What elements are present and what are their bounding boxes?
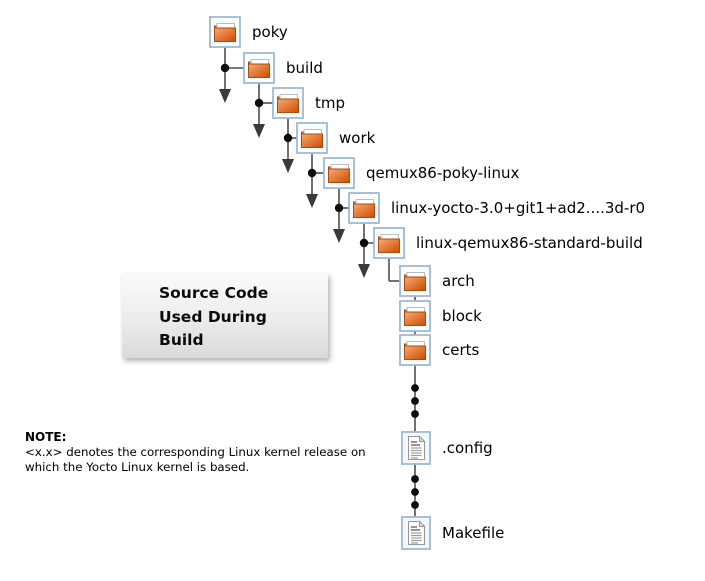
node-label: certs [442,341,480,359]
folder-icon [209,16,241,48]
folder-icon [373,227,405,259]
folder-icon [348,192,380,224]
node-label: Makefile [442,524,505,542]
tree-node-arch: arch [399,265,475,297]
folder-icon [272,87,304,119]
node-label: block [442,307,482,325]
tree-node-config: .config [401,431,493,465]
node-label: tmp [315,94,346,112]
callout-source-code: Source Code Used During Build [122,273,328,358]
tree-node-certs: certs [399,334,479,366]
node-label: linux-yocto-3.0+git1+ad2....3d-r0 [391,199,646,217]
tree-node-tmp: tmp [272,87,345,119]
note-title: NOTE: [25,430,67,444]
tree-node-qemux86-poky-linux: qemux86-poky-linux [323,157,519,189]
node-label: poky [252,23,288,41]
folder-icon [243,52,275,84]
folder-icon [323,157,355,189]
tree-node-poky: poky [209,16,288,48]
callout-text: Source Code [159,284,269,302]
node-label: linux-qemux86-standard-build [416,234,643,252]
tree-node-work: work [296,122,375,154]
file-icon [401,516,431,550]
tree-node-build: build [243,52,323,84]
folder-icon [399,265,431,297]
callout-text: Used During [159,307,267,326]
note-text: <x.x> denotes the corresponding Linux ke… [25,445,366,459]
node-label: qemux86-poky-linux [366,164,520,182]
folder-icon [296,122,328,154]
file-icon [401,431,431,465]
node-label: .config [442,439,493,457]
folder-icon [399,334,431,366]
node-label: build [286,59,323,77]
callout-text: Build [159,331,204,349]
tree-node-makefile: Makefile [401,516,504,550]
tree-node-linux-yocto-3-0-git1-ad2-3d-r0: linux-yocto-3.0+git1+ad2....3d-r0 [348,192,645,224]
tree-node-block: block [399,300,482,332]
folder-icon [399,300,431,332]
node-label: work [339,129,376,147]
note-block: NOTE: <x.x> denotes the corresponding Li… [25,429,381,476]
note-text: which the Yocto Linux kernel is based. [25,460,250,475]
node-label: arch [442,272,475,290]
tree-node-linux-qemux86-standard-build: linux-qemux86-standard-build [373,227,643,259]
